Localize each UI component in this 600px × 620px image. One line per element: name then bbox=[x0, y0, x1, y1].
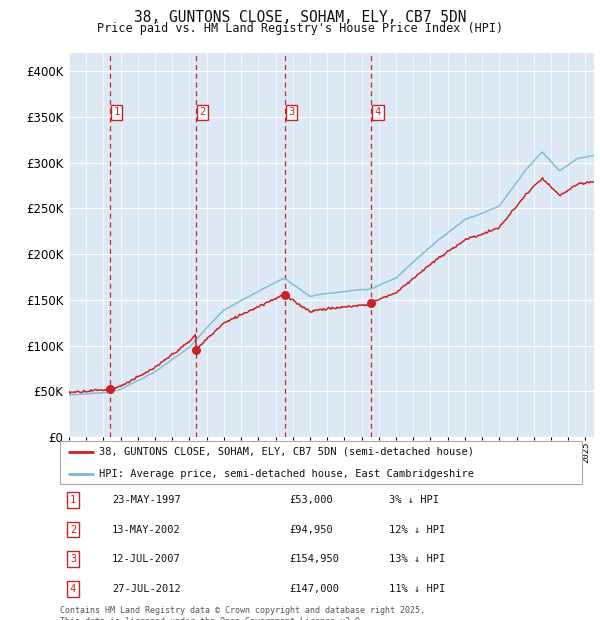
Text: Price paid vs. HM Land Registry's House Price Index (HPI): Price paid vs. HM Land Registry's House … bbox=[97, 22, 503, 35]
Text: 11% ↓ HPI: 11% ↓ HPI bbox=[389, 584, 445, 594]
Text: 27-JUL-2012: 27-JUL-2012 bbox=[112, 584, 181, 594]
Text: 23-MAY-1997: 23-MAY-1997 bbox=[112, 495, 181, 505]
Text: 2: 2 bbox=[199, 107, 206, 117]
Text: 13% ↓ HPI: 13% ↓ HPI bbox=[389, 554, 445, 564]
Text: 12% ↓ HPI: 12% ↓ HPI bbox=[389, 525, 445, 534]
Text: 3: 3 bbox=[288, 107, 295, 117]
Text: 12-JUL-2007: 12-JUL-2007 bbox=[112, 554, 181, 564]
Text: 3: 3 bbox=[70, 554, 76, 564]
Text: 38, GUNTONS CLOSE, SOHAM, ELY, CB7 5DN: 38, GUNTONS CLOSE, SOHAM, ELY, CB7 5DN bbox=[134, 10, 466, 25]
Text: Contains HM Land Registry data © Crown copyright and database right 2025.
This d: Contains HM Land Registry data © Crown c… bbox=[60, 606, 425, 620]
Text: 13-MAY-2002: 13-MAY-2002 bbox=[112, 525, 181, 534]
Text: £94,950: £94,950 bbox=[290, 525, 334, 534]
Text: 3% ↓ HPI: 3% ↓ HPI bbox=[389, 495, 439, 505]
Text: HPI: Average price, semi-detached house, East Cambridgeshire: HPI: Average price, semi-detached house,… bbox=[99, 469, 474, 479]
Text: 1: 1 bbox=[70, 495, 76, 505]
Text: 38, GUNTONS CLOSE, SOHAM, ELY, CB7 5DN (semi-detached house): 38, GUNTONS CLOSE, SOHAM, ELY, CB7 5DN (… bbox=[99, 447, 474, 457]
Text: 4: 4 bbox=[375, 107, 381, 117]
Text: 2: 2 bbox=[70, 525, 76, 534]
Text: 4: 4 bbox=[70, 584, 76, 594]
Text: 1: 1 bbox=[113, 107, 119, 117]
Text: £53,000: £53,000 bbox=[290, 495, 334, 505]
Text: £147,000: £147,000 bbox=[290, 584, 340, 594]
Text: £154,950: £154,950 bbox=[290, 554, 340, 564]
